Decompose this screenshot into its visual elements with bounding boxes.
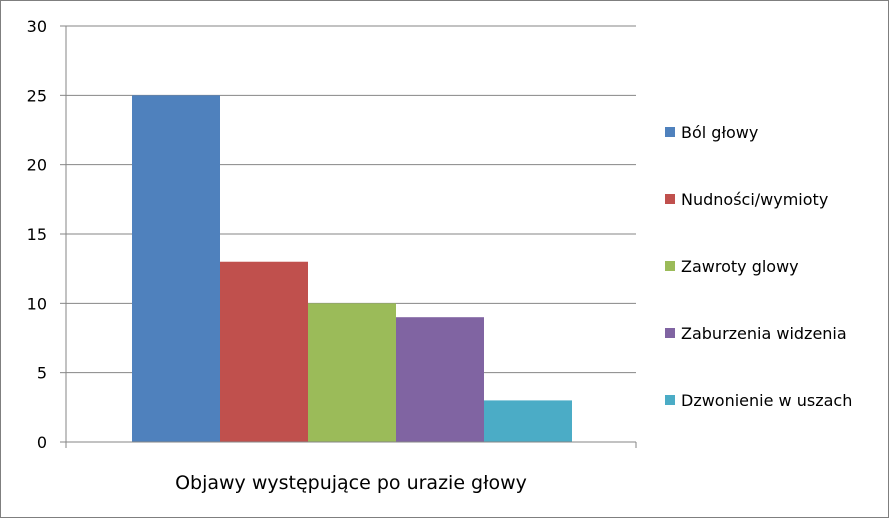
bar-4 [396,317,484,442]
y-tick-label: 25 [27,86,47,105]
y-tick-label: 5 [37,364,47,383]
y-tick-label: 30 [27,17,47,36]
legend-label: Zawroty glowy [681,257,799,276]
bar-2 [220,261,308,442]
bar-3 [308,303,396,442]
legend-label: Dzwonienie w uszach [681,391,852,410]
legend-swatch [665,127,675,137]
legend-swatch [665,194,675,204]
bars [132,95,572,442]
y-tick-label: 0 [37,433,47,452]
legend-label: Zaburzenia widzenia [681,324,847,343]
y-tick-label: 10 [27,294,47,313]
legend-swatch [665,395,675,405]
legend: Ból głowy Nudności/wymioty Zawroty glowy Za… [665,123,852,410]
bar-1 [132,95,220,442]
legend-swatch [665,328,675,338]
legend-swatch [665,261,675,271]
y-axis-ticks: 0 5 10 15 20 25 30 [27,17,637,452]
legend-label: Ból głowy [681,123,758,142]
y-tick-label: 20 [27,156,47,175]
x-axis-title: Objawy występujące po urazie głowy [175,472,527,494]
bar-5 [484,400,572,442]
legend-label: Nudności/wymioty [681,190,828,209]
y-tick-label: 15 [27,225,47,244]
